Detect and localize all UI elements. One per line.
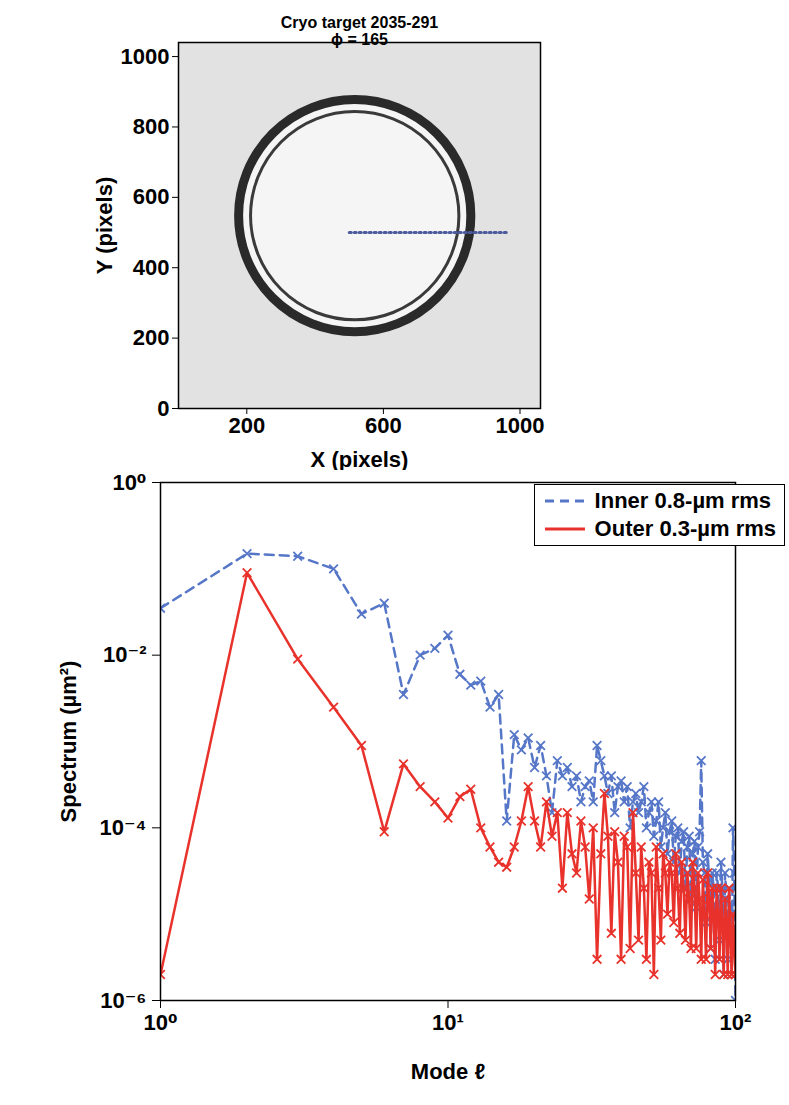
svg-text:10⁰: 10⁰ xyxy=(143,1010,177,1035)
svg-text:Y (pixels): Y (pixels) xyxy=(92,177,117,274)
html-text:Outer 0.3-µm rms: Outer 0.3-µm rms xyxy=(594,516,776,541)
svg-text:Mode ℓ: Mode ℓ xyxy=(411,1059,486,1084)
svg-text:10¹: 10¹ xyxy=(432,1010,464,1035)
svg-text:10²: 10² xyxy=(720,1010,752,1035)
svg-text:1000: 1000 xyxy=(496,413,545,438)
svg-text:800: 800 xyxy=(133,114,170,139)
svg-text:200: 200 xyxy=(228,413,265,438)
svg-text:Cryo target 2035-291: Cryo target 2035-291 xyxy=(281,14,439,31)
svg-text:1000: 1000 xyxy=(121,44,170,69)
svg-text:200: 200 xyxy=(133,325,170,350)
svg-text:600: 600 xyxy=(133,184,170,209)
svg-text:10⁻⁶: 10⁻⁶ xyxy=(100,988,146,1013)
svg-text:X (pixels): X (pixels) xyxy=(311,447,409,472)
svg-text:Spectrum (µm²): Spectrum (µm²) xyxy=(56,661,81,823)
svg-text:ϕ = 165: ϕ = 165 xyxy=(331,31,388,48)
svg-text:400: 400 xyxy=(133,255,170,280)
svg-text:10⁻⁴: 10⁻⁴ xyxy=(100,815,147,840)
html-text:Inner 0.8-µm rms: Inner 0.8-µm rms xyxy=(594,488,772,513)
svg-text:0: 0 xyxy=(157,396,169,421)
svg-text:10⁰: 10⁰ xyxy=(112,470,146,495)
svg-text:10⁻²: 10⁻² xyxy=(103,642,146,667)
svg-text:600: 600 xyxy=(365,413,402,438)
